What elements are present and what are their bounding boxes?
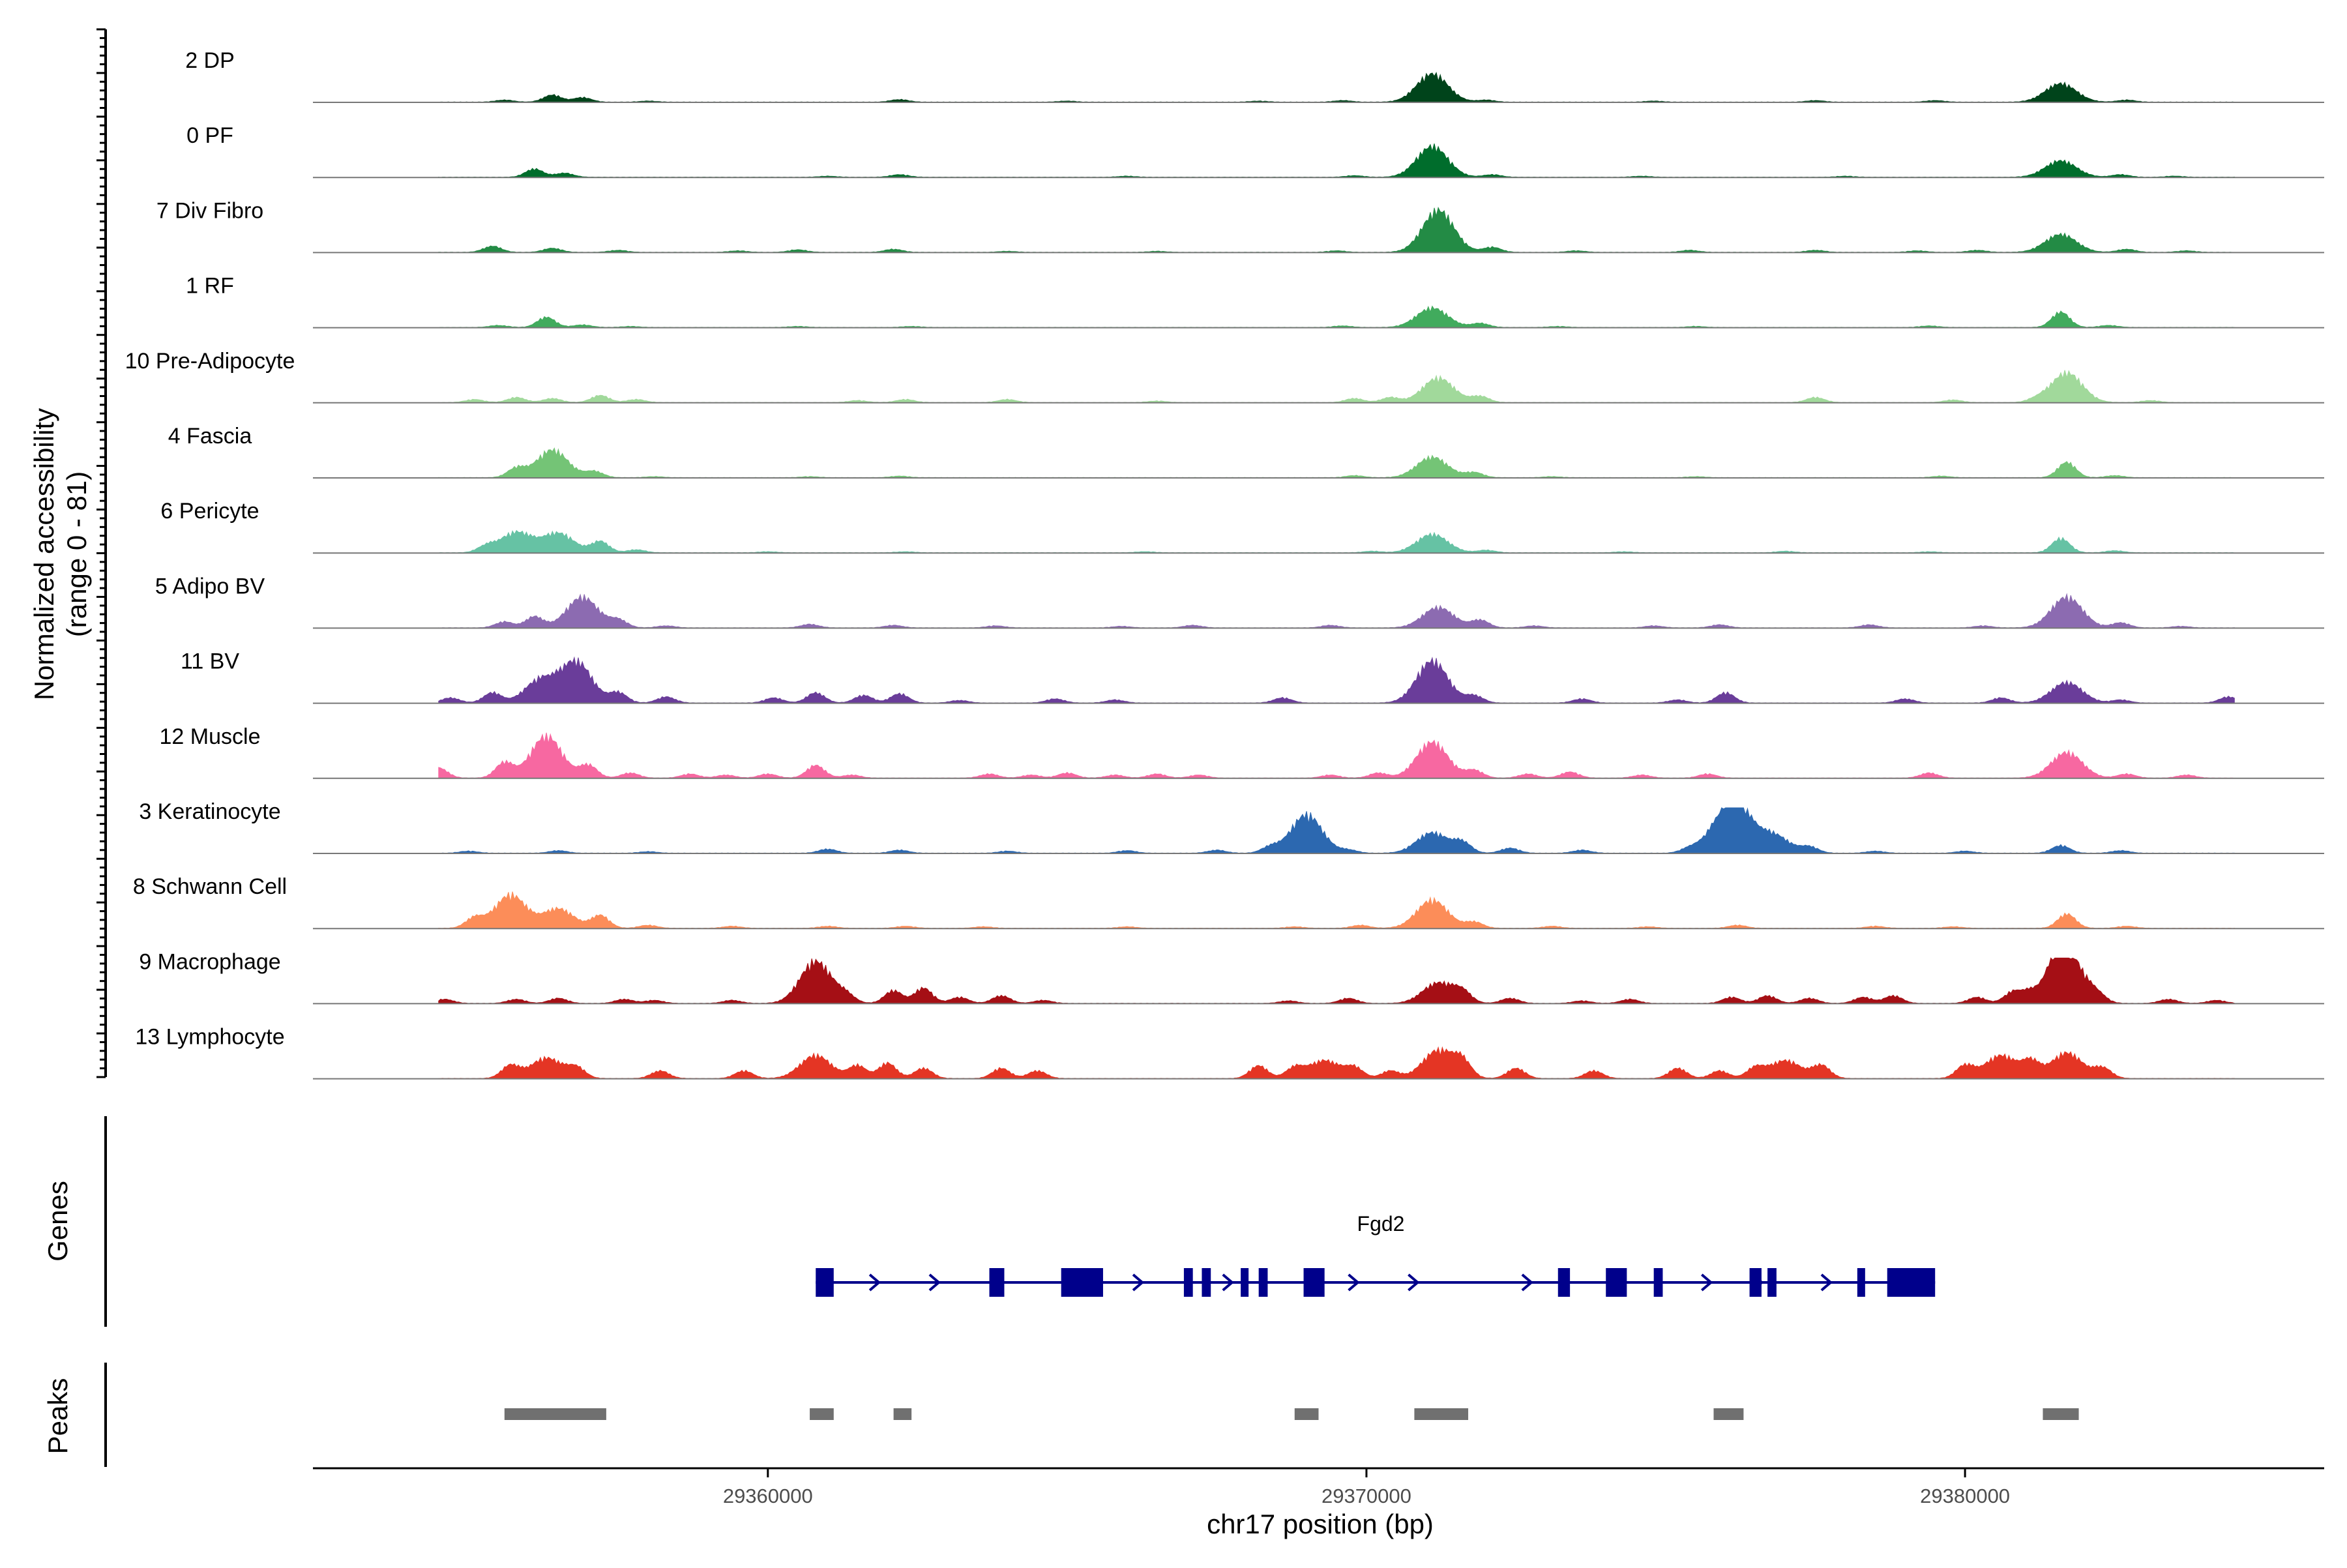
y-axis <box>96 28 107 1078</box>
y-axis-title-line2: (range 0 - 81) <box>61 471 92 637</box>
gene-exon <box>1767 1268 1777 1297</box>
gene-exon <box>1557 1268 1571 1297</box>
track-label: 2 DP <box>185 48 235 73</box>
track-label: 11 BV <box>181 649 239 674</box>
strand-arrow <box>818 1273 831 1292</box>
track-label: 12 Muscle <box>160 724 261 749</box>
gene-exon <box>1241 1268 1249 1297</box>
gene-track <box>816 1268 1936 1297</box>
coverage-area <box>438 207 2235 253</box>
gene-exon <box>1303 1268 1325 1297</box>
x-axis: 29360000 29370000 29380000 <box>313 1467 2324 1507</box>
strand-arrow <box>1700 1273 1713 1292</box>
gene-exon <box>1202 1268 1211 1297</box>
peak-region <box>1414 1408 1469 1420</box>
strand-arrow <box>1752 1273 1764 1292</box>
coverage-area <box>438 72 2235 103</box>
track-label: 13 Lymphocyte <box>135 1025 284 1050</box>
x-tick-label: 29360000 <box>723 1485 813 1507</box>
gene-exon <box>1258 1268 1268 1297</box>
track-label: 8 Schwann Cell <box>133 874 287 899</box>
gene-exon <box>1183 1268 1193 1297</box>
coverage-area <box>438 447 2235 479</box>
peak-region <box>1713 1408 1744 1420</box>
gene-exon <box>816 1268 834 1297</box>
coverage-area <box>438 370 2235 404</box>
strand-arrow <box>868 1273 881 1292</box>
coverage-area <box>438 656 2235 704</box>
coverage-area <box>438 807 2235 854</box>
strand-arrow <box>1820 1273 1833 1292</box>
gene-exon <box>1749 1268 1762 1297</box>
coverage-tracks: 2 DP 0 PF 7 Div Fibro 1 RF 10 Pre-Adipocyte 4… <box>125 48 2324 1080</box>
peak-region <box>893 1408 912 1420</box>
coverage-area <box>438 1046 2235 1080</box>
coverage-area <box>438 593 2235 629</box>
gene-exon <box>989 1268 1005 1297</box>
peak-region <box>2043 1408 2079 1420</box>
coverage-area <box>438 305 2235 329</box>
coverage-area <box>438 732 2235 779</box>
peak-region <box>504 1408 606 1420</box>
peaks-panel-title: Peaks <box>42 1378 73 1455</box>
peak-region <box>1294 1408 1319 1420</box>
gene-exon <box>1857 1268 1865 1297</box>
strand-arrow <box>1408 1273 1420 1292</box>
strand-arrow <box>1521 1273 1533 1292</box>
strand-arrow <box>1348 1273 1360 1292</box>
strand-arrow <box>1222 1273 1234 1292</box>
coverage-area <box>438 957 2235 1004</box>
track-label: 10 Pre-Adipocyte <box>125 349 295 374</box>
y-axis-title-line1: Normalized accessibility <box>29 408 59 700</box>
track-label: 7 Div Fibro <box>156 198 263 223</box>
track-label: 6 Pericyte <box>160 499 259 524</box>
track-label: 0 PF <box>186 123 233 148</box>
track-label: 5 Adipo BV <box>155 574 265 599</box>
x-axis-title: chr17 position (bp) <box>1207 1509 1434 1539</box>
track-label: 1 RF <box>186 274 234 299</box>
coverage-area <box>438 529 2235 554</box>
gene-exon <box>1606 1268 1627 1297</box>
gene-name-label: Fgd2 <box>1357 1212 1405 1235</box>
coverage-area <box>438 143 2235 178</box>
gene-exon <box>1061 1268 1103 1297</box>
track-label: 9 Macrophage <box>139 949 280 974</box>
genes-panel-title: Genes <box>42 1181 73 1262</box>
peak-region <box>810 1408 834 1420</box>
strand-arrow <box>928 1273 941 1292</box>
x-tick-label: 29380000 <box>1920 1485 2010 1507</box>
coverage-area <box>438 891 2235 929</box>
track-label: 4 Fascia <box>168 424 252 449</box>
gene-exon <box>1887 1268 1936 1297</box>
peak-regions <box>504 1408 2079 1420</box>
gene-exon <box>1653 1268 1663 1297</box>
track-label: 3 Keratinocyte <box>139 799 280 824</box>
x-tick-label: 29370000 <box>1321 1485 1411 1507</box>
strand-arrow <box>1132 1273 1145 1292</box>
